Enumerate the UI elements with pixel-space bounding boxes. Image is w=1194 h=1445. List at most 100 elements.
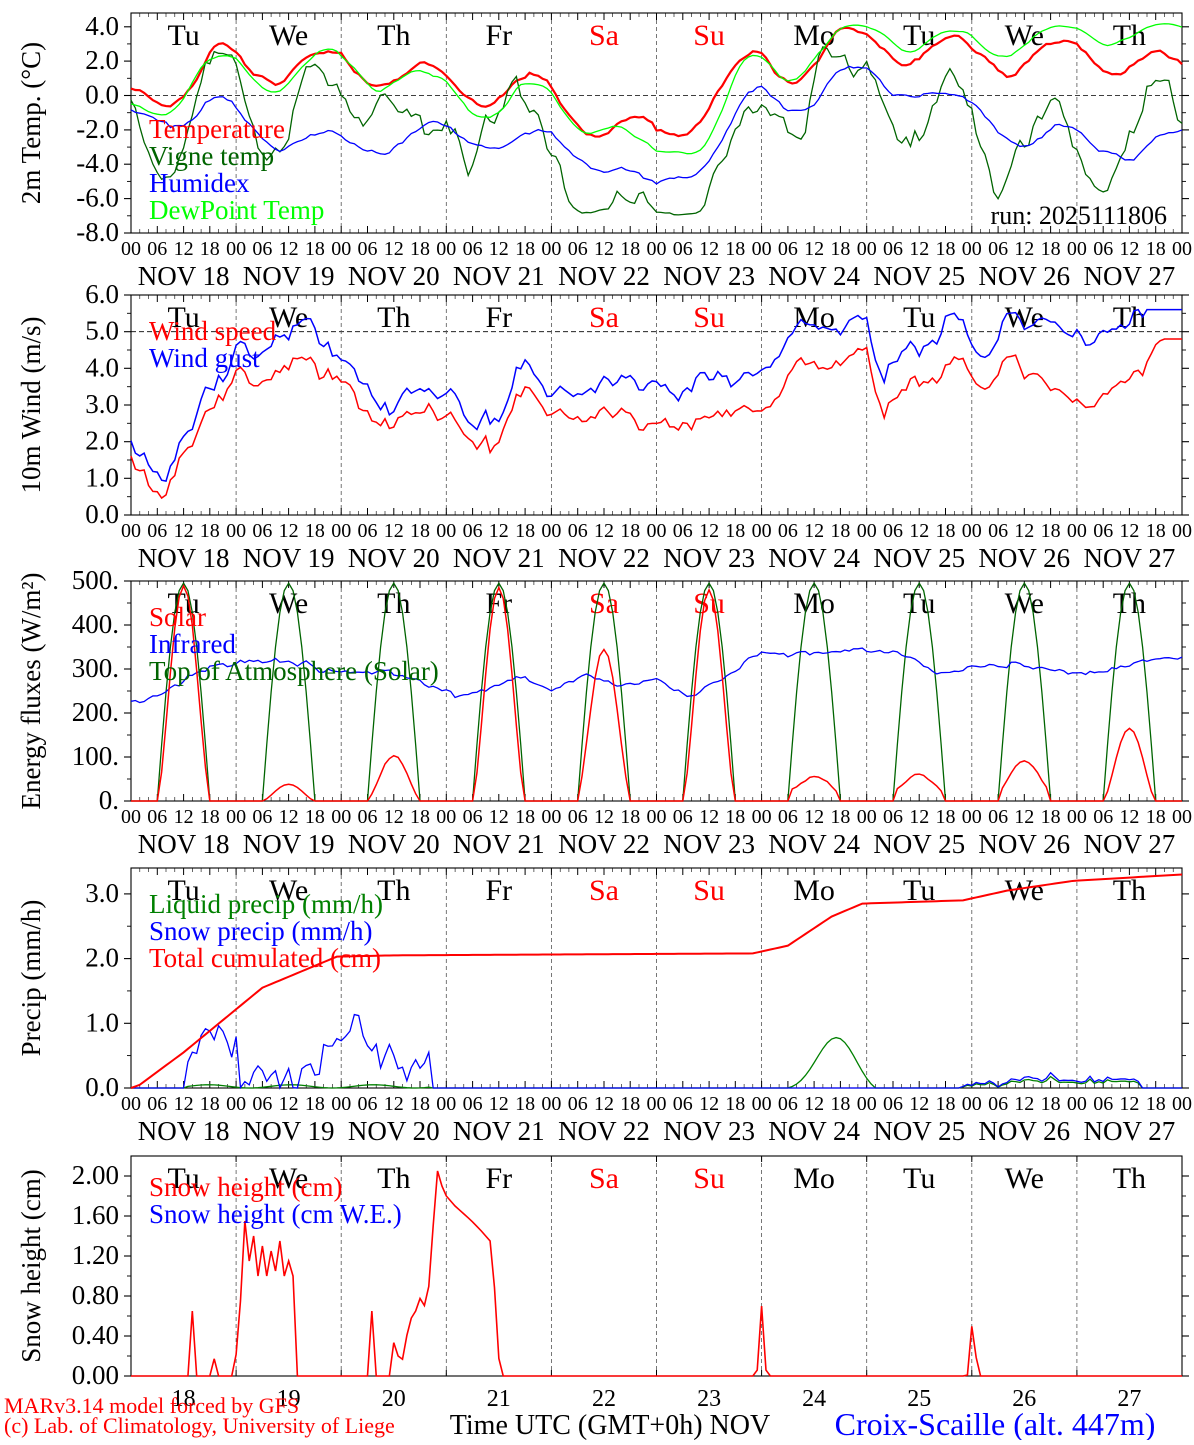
svg-text:00: 00: [226, 520, 246, 542]
svg-text:18: 18: [410, 238, 430, 260]
svg-text:18: 18: [305, 806, 325, 828]
svg-text:06: 06: [988, 238, 1008, 260]
svg-text:Energy fluxes (W/m²): Energy fluxes (W/m²): [16, 572, 46, 809]
svg-text:00: 00: [436, 238, 456, 260]
svg-text:Su: Su: [693, 587, 725, 620]
svg-text:00: 00: [962, 520, 982, 542]
svg-text:-2.0: -2.0: [76, 114, 119, 144]
svg-text:Time UTC (GMT+0h) NOV: Time UTC (GMT+0h) NOV: [450, 1410, 770, 1440]
svg-text:00: 00: [752, 806, 772, 828]
svg-text:18: 18: [515, 806, 535, 828]
svg-text:21: 21: [487, 1386, 511, 1412]
svg-text:18: 18: [200, 520, 220, 542]
svg-text:1.60: 1.60: [72, 1200, 119, 1230]
svg-text:06: 06: [252, 806, 272, 828]
svg-text:Tu: Tu: [903, 301, 935, 334]
svg-text:12: 12: [174, 1093, 194, 1115]
svg-text:06: 06: [1093, 1093, 1113, 1115]
svg-text:00: 00: [647, 1093, 667, 1115]
svg-text:NOV 20: NOV 20: [348, 261, 440, 291]
svg-text:Wind gust: Wind gust: [149, 343, 260, 373]
svg-text:NOV 18: NOV 18: [138, 261, 230, 291]
svg-text:06: 06: [883, 520, 903, 542]
svg-text:00: 00: [752, 238, 772, 260]
svg-text:06: 06: [778, 806, 798, 828]
svg-text:06: 06: [463, 1093, 483, 1115]
svg-text:18: 18: [515, 1093, 535, 1115]
svg-text:12: 12: [489, 1093, 509, 1115]
svg-text:NOV 23: NOV 23: [663, 261, 755, 291]
svg-text:Th: Th: [377, 19, 410, 52]
svg-text:12: 12: [384, 1093, 404, 1115]
svg-text:4.0: 4.0: [85, 11, 119, 41]
svg-text:18: 18: [830, 238, 850, 260]
svg-text:Th: Th: [1113, 587, 1146, 620]
svg-text:18: 18: [1041, 806, 1061, 828]
svg-text:18: 18: [410, 520, 430, 542]
svg-text:Fr: Fr: [485, 301, 512, 334]
svg-text:18: 18: [936, 238, 956, 260]
svg-text:12: 12: [279, 238, 299, 260]
svg-text:06: 06: [252, 520, 272, 542]
svg-text:12: 12: [804, 1093, 824, 1115]
svg-text:12: 12: [699, 520, 719, 542]
svg-text:12: 12: [699, 806, 719, 828]
svg-text:12: 12: [1119, 520, 1139, 542]
svg-text:Mo: Mo: [793, 1162, 835, 1195]
svg-text:Infrared: Infrared: [149, 629, 236, 659]
svg-text:12: 12: [909, 520, 929, 542]
svg-text:18: 18: [1146, 238, 1166, 260]
svg-text:-4.0: -4.0: [76, 148, 119, 178]
svg-text:06: 06: [883, 238, 903, 260]
svg-text:12: 12: [909, 806, 929, 828]
svg-text:00: 00: [857, 238, 877, 260]
svg-text:We: We: [269, 19, 308, 52]
svg-text:-6.0: -6.0: [76, 183, 119, 213]
svg-text:Total cumulated (cm): Total cumulated (cm): [149, 943, 381, 973]
svg-text:00: 00: [541, 1093, 561, 1115]
svg-text:Liquid precip (mm/h): Liquid precip (mm/h): [149, 889, 383, 919]
svg-text:00: 00: [1172, 806, 1192, 828]
svg-text:18: 18: [200, 1093, 220, 1115]
svg-text:06: 06: [252, 238, 272, 260]
svg-text:18: 18: [1041, 520, 1061, 542]
svg-text:NOV 25: NOV 25: [873, 829, 965, 859]
svg-text:06: 06: [568, 1093, 588, 1115]
svg-text:06: 06: [358, 806, 378, 828]
svg-text:00: 00: [1067, 238, 1087, 260]
svg-text:18: 18: [305, 238, 325, 260]
svg-text:NOV 24: NOV 24: [768, 1116, 860, 1146]
svg-text:23: 23: [697, 1386, 721, 1412]
svg-text:00: 00: [1067, 520, 1087, 542]
svg-text:Humidex: Humidex: [149, 168, 250, 198]
svg-text:NOV 22: NOV 22: [558, 543, 650, 573]
svg-text:00: 00: [541, 806, 561, 828]
svg-text:NOV 23: NOV 23: [663, 543, 755, 573]
svg-text:24: 24: [802, 1386, 826, 1412]
svg-text:NOV 21: NOV 21: [453, 261, 545, 291]
svg-text:Tu: Tu: [903, 1162, 935, 1195]
svg-text:Th: Th: [377, 587, 410, 620]
svg-text:Mo: Mo: [793, 19, 835, 52]
svg-text:12: 12: [594, 806, 614, 828]
svg-text:06: 06: [147, 520, 167, 542]
svg-text:Snow precip (mm/h): Snow precip (mm/h): [149, 916, 372, 946]
svg-text:NOV 23: NOV 23: [663, 829, 755, 859]
svg-text:18: 18: [725, 1093, 745, 1115]
svg-text:Fr: Fr: [485, 19, 512, 52]
svg-text:00: 00: [1067, 806, 1087, 828]
svg-text:500.: 500.: [72, 565, 119, 595]
svg-text:18: 18: [1146, 806, 1166, 828]
svg-text:06: 06: [568, 520, 588, 542]
svg-text:NOV 27: NOV 27: [1084, 1116, 1176, 1146]
svg-text:00: 00: [436, 806, 456, 828]
svg-text:22: 22: [592, 1386, 616, 1412]
svg-text:Th: Th: [377, 1162, 410, 1195]
svg-text:We: We: [269, 587, 308, 620]
svg-text:00: 00: [226, 806, 246, 828]
svg-text:18: 18: [725, 238, 745, 260]
svg-text:18: 18: [725, 806, 745, 828]
svg-text:00: 00: [331, 520, 351, 542]
svg-text:NOV 22: NOV 22: [558, 261, 650, 291]
svg-text:00: 00: [647, 806, 667, 828]
